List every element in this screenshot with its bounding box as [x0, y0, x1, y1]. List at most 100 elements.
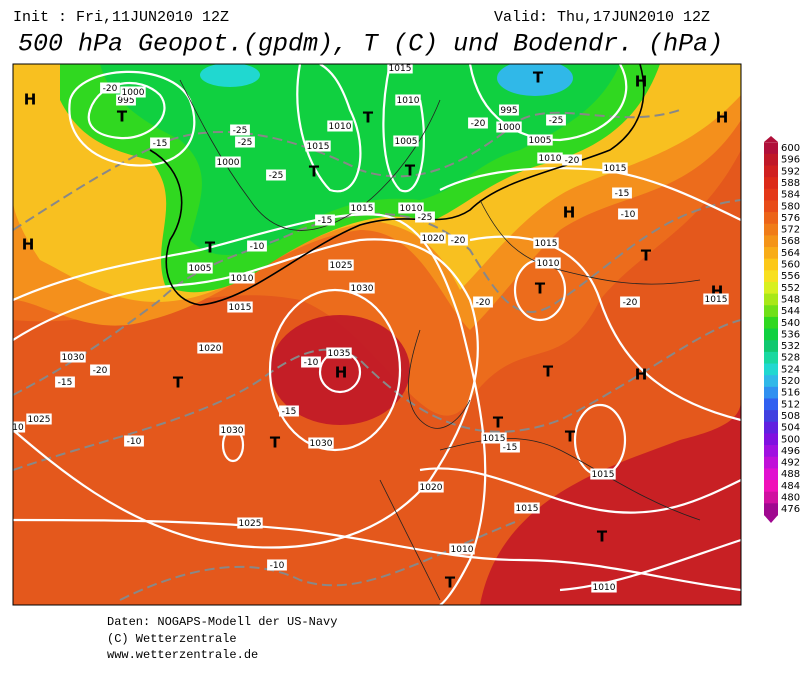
contour-label: 1010 [397, 96, 420, 106]
colorbar-swatch [764, 421, 778, 434]
colorbar-label: 504 [781, 423, 800, 434]
contour-label: 1015 [229, 303, 252, 313]
pressure-center: T [641, 247, 652, 265]
label-box [315, 214, 335, 226]
colorbar-label: 568 [781, 236, 800, 247]
label-box [349, 282, 375, 294]
contour-label: -15 [58, 378, 73, 388]
label-box [612, 187, 632, 199]
colorbar-label: 484 [781, 481, 800, 492]
contour-label: 1020 [422, 234, 445, 244]
contour-label: 1030 [351, 284, 374, 294]
pressure-center: T [565, 428, 576, 446]
contour-label: 1015 [535, 239, 558, 249]
contour-label: 1015 [604, 164, 627, 174]
label-box [308, 437, 334, 449]
label-box [602, 162, 628, 174]
colorbar-label: 592 [781, 166, 800, 177]
pressure-center: T [405, 162, 416, 180]
label-box [116, 94, 136, 106]
pressure-center: T [445, 574, 456, 592]
contour-label: -25 [233, 126, 248, 136]
label-box [535, 257, 561, 269]
contour-label: -10 [250, 242, 265, 252]
contour-label: 1020 [420, 483, 443, 493]
pressure-center: T [543, 363, 554, 381]
pressure-center: T [205, 239, 216, 257]
colorbar-label: 564 [781, 248, 800, 259]
field-cold [497, 64, 573, 96]
colorbar-label: 588 [781, 178, 800, 189]
colorbar-label: 596 [781, 155, 800, 166]
label-box [279, 405, 299, 417]
label-box [227, 301, 253, 313]
label-box [326, 347, 352, 359]
colorbar-cap [764, 514, 778, 523]
contour-label: -25 [269, 171, 284, 181]
label-box [533, 237, 559, 249]
colorbar-swatch [764, 433, 778, 446]
label-box [393, 135, 419, 147]
colorbar-swatch [764, 456, 778, 469]
colorbar-label: 572 [781, 225, 800, 236]
contour-label: 1015 [705, 295, 728, 305]
contour-label: 995 [117, 96, 134, 106]
contour-label: 1005 [395, 137, 418, 147]
pressure-center: H [335, 364, 348, 382]
contour-label: 1025 [330, 261, 353, 271]
colorbar-label: 576 [781, 213, 800, 224]
label-box [546, 114, 566, 126]
pressure-center: T [597, 528, 608, 546]
contour-label: -15 [615, 189, 630, 199]
contour-label: 1010 [231, 274, 254, 284]
contour-label: 1000 [217, 158, 240, 168]
label-box [562, 154, 582, 166]
freezing-line [149, 64, 645, 306]
colorbar-label: 552 [781, 283, 800, 294]
contour-label: -20 [565, 156, 580, 166]
label-box [448, 234, 468, 246]
colorbar-label: 528 [781, 353, 800, 364]
colorbar-label: 580 [781, 201, 800, 212]
colorbar-swatch [764, 351, 778, 365]
contour-label: 1000 [122, 88, 145, 98]
label-box [13, 421, 26, 433]
map-frame [12, 63, 742, 606]
colorbar-label: 524 [781, 364, 800, 375]
colorbar-swatch [764, 293, 778, 306]
contour-label: -20 [103, 84, 118, 94]
colorbar-label: 508 [781, 411, 800, 422]
label-box [468, 117, 488, 129]
label-box [124, 435, 144, 447]
label-box [618, 208, 638, 220]
colorbar-swatch [764, 316, 778, 330]
colorbar-swatch [764, 281, 778, 295]
label-box [398, 202, 424, 214]
contour-label: -25 [549, 116, 564, 126]
label-box [215, 156, 241, 168]
label-box [527, 134, 553, 146]
colorbar-label: 500 [781, 434, 800, 445]
contour-label: -20 [451, 236, 466, 246]
label-box [496, 121, 522, 133]
contour-label: -10 [270, 561, 285, 571]
label-box [267, 559, 287, 571]
label-box [395, 94, 421, 106]
colorbar-swatch [764, 212, 778, 225]
colorbar-swatch [764, 375, 778, 388]
label-box [387, 64, 413, 74]
colorbar-swatch [764, 328, 778, 341]
colorbar-label: 476 [781, 504, 800, 515]
contour-label: 1015 [516, 504, 539, 514]
footer-line: www.wetterzentrale.de [107, 648, 258, 662]
colorbar-swatch [764, 410, 778, 423]
colorbar-swatch [764, 340, 778, 353]
contour-label: -15 [318, 216, 333, 226]
label-box [473, 296, 493, 308]
contour-label: 1035 [328, 349, 351, 359]
contour-label: -15 [153, 139, 168, 149]
contour-label: 1015 [592, 470, 615, 480]
pressure-center: T [493, 414, 504, 432]
label-box [620, 296, 640, 308]
